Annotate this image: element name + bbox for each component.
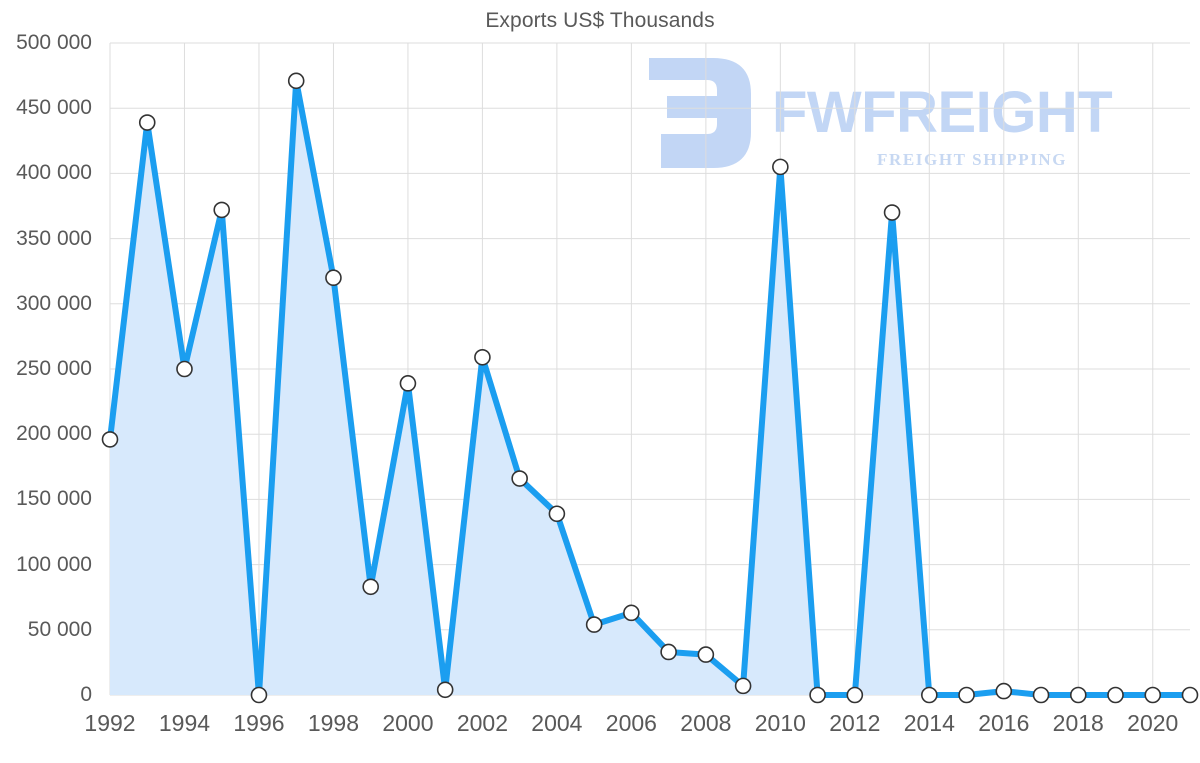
x-axis-tick-label: 1994 bbox=[158, 710, 211, 736]
data-point-marker[interactable] bbox=[287, 72, 305, 90]
x-axis-tick-label: 2000 bbox=[382, 710, 434, 736]
data-point-marker[interactable] bbox=[1032, 686, 1050, 704]
y-axis-tick-label: 300 000 bbox=[16, 291, 92, 315]
x-axis-tick-label: 2018 bbox=[1052, 710, 1104, 736]
series-markers bbox=[101, 72, 1199, 704]
y-axis-tick-label: 500 000 bbox=[16, 31, 92, 54]
data-point-marker[interactable] bbox=[250, 686, 268, 704]
x-axis-tick-label: 2016 bbox=[978, 710, 1030, 736]
data-point-marker[interactable] bbox=[1069, 686, 1087, 704]
y-axis-tick-label: 50 000 bbox=[27, 617, 92, 641]
page-title: Exports US$ Thousands bbox=[485, 9, 715, 32]
x-axis-tick-label: 1992 bbox=[84, 710, 136, 736]
data-point-marker[interactable] bbox=[697, 646, 715, 663]
data-point-marker[interactable] bbox=[585, 616, 603, 633]
data-point-marker[interactable] bbox=[1144, 686, 1162, 704]
data-point-marker[interactable] bbox=[325, 269, 342, 287]
y-axis-tick-label: 200 000 bbox=[16, 422, 92, 446]
data-point-marker[interactable] bbox=[474, 348, 491, 366]
x-axis-tick-label: 1996 bbox=[233, 710, 285, 736]
x-axis-tick-label: 2002 bbox=[456, 710, 508, 736]
x-axis-tick-label: 2010 bbox=[754, 710, 806, 736]
y-axis-tick-label: 400 000 bbox=[16, 161, 92, 185]
y-axis-tick-label: 450 000 bbox=[16, 96, 92, 120]
y-axis-tick-label: 100 000 bbox=[16, 552, 92, 576]
data-point-marker[interactable] bbox=[1181, 686, 1199, 704]
data-point-marker[interactable] bbox=[176, 360, 193, 378]
data-point-marker[interactable] bbox=[921, 686, 938, 704]
data-point-marker[interactable] bbox=[511, 470, 528, 487]
y-axis-tick-label: 150 000 bbox=[16, 487, 92, 511]
x-axis-tick-label: 2004 bbox=[531, 710, 583, 736]
data-point-marker[interactable] bbox=[623, 604, 640, 622]
x-axis-tick-label: 1998 bbox=[307, 710, 360, 736]
data-point-marker[interactable] bbox=[995, 682, 1013, 700]
data-point-marker[interactable] bbox=[958, 686, 975, 704]
x-axis-tick-label: 2006 bbox=[605, 710, 657, 736]
y-axis-tick-label: 250 000 bbox=[16, 357, 92, 380]
data-point-marker[interactable] bbox=[846, 686, 864, 704]
data-point-marker[interactable] bbox=[399, 375, 417, 392]
x-axis-tick-label: 2008 bbox=[680, 710, 732, 736]
x-axis-tick-label: 2020 bbox=[1127, 710, 1179, 736]
x-axis-tick-label: 2012 bbox=[829, 710, 881, 736]
data-point-marker[interactable] bbox=[138, 114, 156, 131]
data-point-marker[interactable] bbox=[809, 686, 826, 704]
data-point-marker[interactable] bbox=[734, 677, 752, 695]
data-point-marker[interactable] bbox=[772, 158, 789, 176]
data-point-marker[interactable] bbox=[362, 578, 379, 596]
data-point-marker[interactable] bbox=[548, 505, 566, 523]
data-point-marker[interactable] bbox=[660, 643, 677, 661]
data-point-marker[interactable] bbox=[436, 681, 454, 699]
y-axis-tick-label: 350 000 bbox=[16, 226, 92, 250]
y-axis-tick-label: 0 bbox=[80, 683, 92, 706]
data-point-marker[interactable] bbox=[101, 431, 119, 448]
x-axis-tick-label: 2014 bbox=[903, 710, 955, 736]
data-point-marker[interactable] bbox=[1107, 686, 1124, 704]
data-point-marker[interactable] bbox=[883, 204, 901, 221]
data-point-marker[interactable] bbox=[213, 201, 231, 219]
